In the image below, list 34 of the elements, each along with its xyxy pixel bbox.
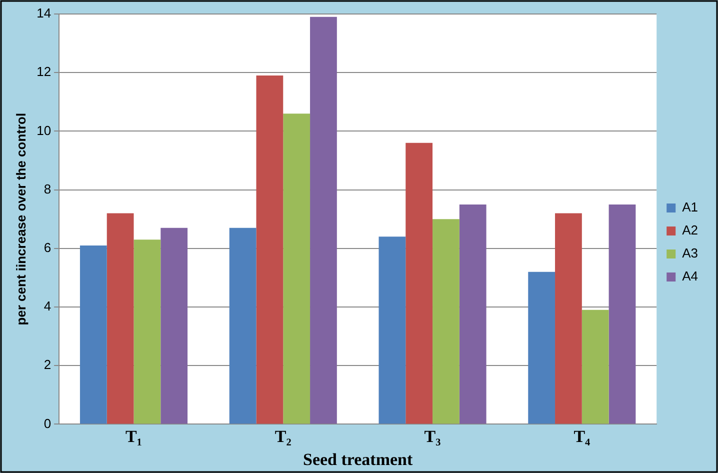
bar <box>432 219 460 424</box>
bar <box>608 204 636 424</box>
bar <box>283 114 310 424</box>
bar <box>310 16 337 424</box>
x-axis-title: Seed treatment <box>302 450 414 470</box>
y-tick-label: 10 <box>36 122 52 138</box>
y-axis-title: per cent iincrease over the control <box>13 112 28 326</box>
bar <box>106 213 134 424</box>
y-tick-label: 2 <box>44 357 52 372</box>
legend-label: A3 <box>682 246 698 261</box>
x-tick-label: T₂ <box>274 426 292 446</box>
bar <box>256 76 284 424</box>
y-tick-label: 8 <box>44 181 52 196</box>
y-tick-label: 14 <box>36 6 52 21</box>
bar <box>582 310 609 424</box>
x-tick-label: T₄ <box>574 426 590 446</box>
bar <box>160 228 188 424</box>
y-tick-label: 6 <box>44 240 52 255</box>
legend-label: A2 <box>682 222 698 238</box>
y-tick-label: 12 <box>36 64 52 80</box>
legend-label: A1 <box>682 200 698 215</box>
bar <box>555 213 582 424</box>
bar <box>528 272 556 424</box>
x-tick-label: T₁ <box>126 426 142 446</box>
bar <box>80 245 107 424</box>
y-tick-label: 0 <box>44 416 52 431</box>
bar <box>378 236 406 424</box>
bar <box>134 240 161 424</box>
legend-label: A4 <box>682 268 698 284</box>
bar <box>406 142 433 424</box>
y-tick-label: 4 <box>44 298 52 314</box>
x-tick-label: T₃ <box>424 426 441 446</box>
bar <box>229 228 256 424</box>
bar <box>459 204 486 424</box>
